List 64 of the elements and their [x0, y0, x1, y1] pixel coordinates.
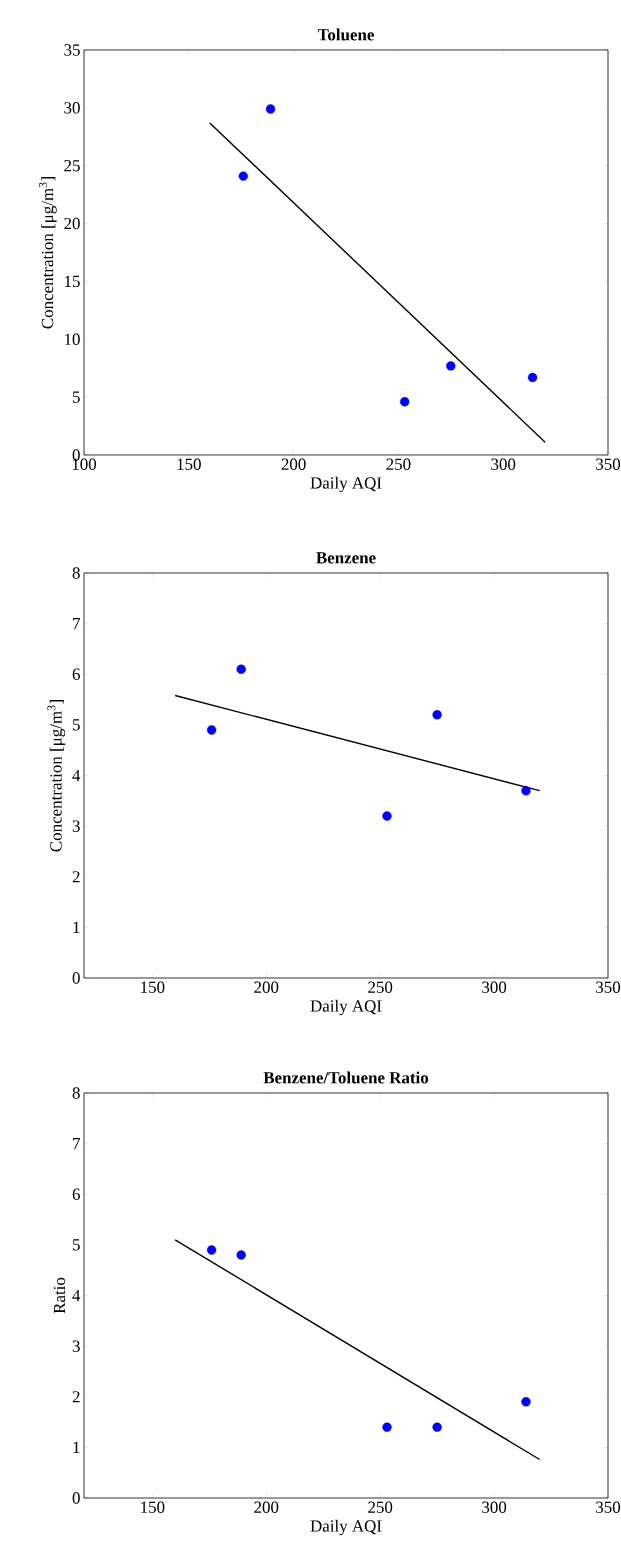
point	[236, 664, 246, 674]
y-tick-label: 3	[72, 820, 80, 832]
y-axis-title: Concentration [μg/m$^{3}$]	[47, 700, 66, 852]
point	[432, 710, 442, 720]
y-tick-label: 15	[65, 275, 80, 288]
x-tick-label: 150	[177, 458, 201, 470]
y-tick-label: 2	[72, 1391, 80, 1403]
x-tick-label: 300	[482, 981, 507, 993]
x-tick-label: 200	[254, 1501, 279, 1513]
y-axis-title: Concentration [μg/m$^{3}$]	[38, 177, 57, 329]
x-tick-label: 150	[141, 981, 165, 993]
point	[527, 372, 538, 383]
x-tick-label: 350	[596, 981, 621, 993]
y-tick-label: 0	[72, 1492, 80, 1504]
y-tick-label: 5	[73, 391, 80, 403]
y-tick-label: 8	[72, 567, 80, 579]
x-tick-label: 250	[368, 981, 393, 993]
y-tick-label: 30	[64, 102, 80, 114]
y-tick-label: 10	[65, 333, 80, 345]
chart-title: Benzene/Toluene Ratio	[263, 1071, 429, 1084]
point	[206, 725, 217, 735]
point	[206, 1245, 217, 1255]
y-tick-label: 6	[72, 668, 80, 680]
x-axis-title: Daily AQI	[310, 999, 382, 1016]
y-tick-label: 1	[73, 921, 80, 933]
point	[521, 786, 531, 796]
y-tick-label: 8	[72, 1087, 80, 1099]
y-tick-label: 25	[64, 160, 80, 172]
y-tick-label: 4	[72, 1289, 81, 1302]
x-axis-title: Daily AQI	[310, 476, 382, 493]
point	[400, 397, 410, 407]
x-tick-label: 300	[482, 1501, 507, 1513]
point	[382, 1422, 392, 1432]
x-tick-label: 150	[141, 1501, 165, 1513]
y-tick-label: 0	[72, 972, 80, 984]
x-tick-label: 200	[281, 458, 306, 470]
x-tick-label: 350	[596, 1501, 621, 1513]
y-axis-title: Ratio	[53, 1277, 66, 1314]
y-tick-label: 1	[73, 1441, 80, 1453]
x-axis-title: Daily AQI	[310, 1519, 382, 1536]
point	[238, 171, 248, 181]
chart-title: Toluene	[317, 28, 374, 41]
y-tick-label: 5	[73, 1239, 80, 1251]
point	[236, 1250, 246, 1260]
x-tick-label: 300	[491, 458, 516, 470]
y-tick-label: 35	[64, 44, 80, 56]
y-tick-label: 4	[72, 769, 81, 782]
point	[265, 104, 276, 114]
point	[382, 811, 392, 821]
y-tick-label: 5	[73, 719, 80, 731]
y-tick-label: 7	[73, 1138, 80, 1150]
x-tick-label: 250	[368, 1501, 393, 1513]
point	[432, 1422, 442, 1432]
x-tick-label: 200	[254, 981, 279, 993]
y-tick-label: 3	[72, 1340, 80, 1352]
y-tick-label: 6	[72, 1188, 80, 1200]
point	[446, 361, 456, 371]
chart-title: Benzene	[316, 552, 376, 564]
y-tick-label: 2	[72, 871, 80, 883]
y-tick-label: 20	[64, 217, 80, 230]
point	[521, 1397, 531, 1407]
y-tick-label: 7	[73, 618, 80, 630]
x-tick-label: 250	[386, 458, 411, 470]
x-tick-label: 350	[596, 458, 621, 470]
